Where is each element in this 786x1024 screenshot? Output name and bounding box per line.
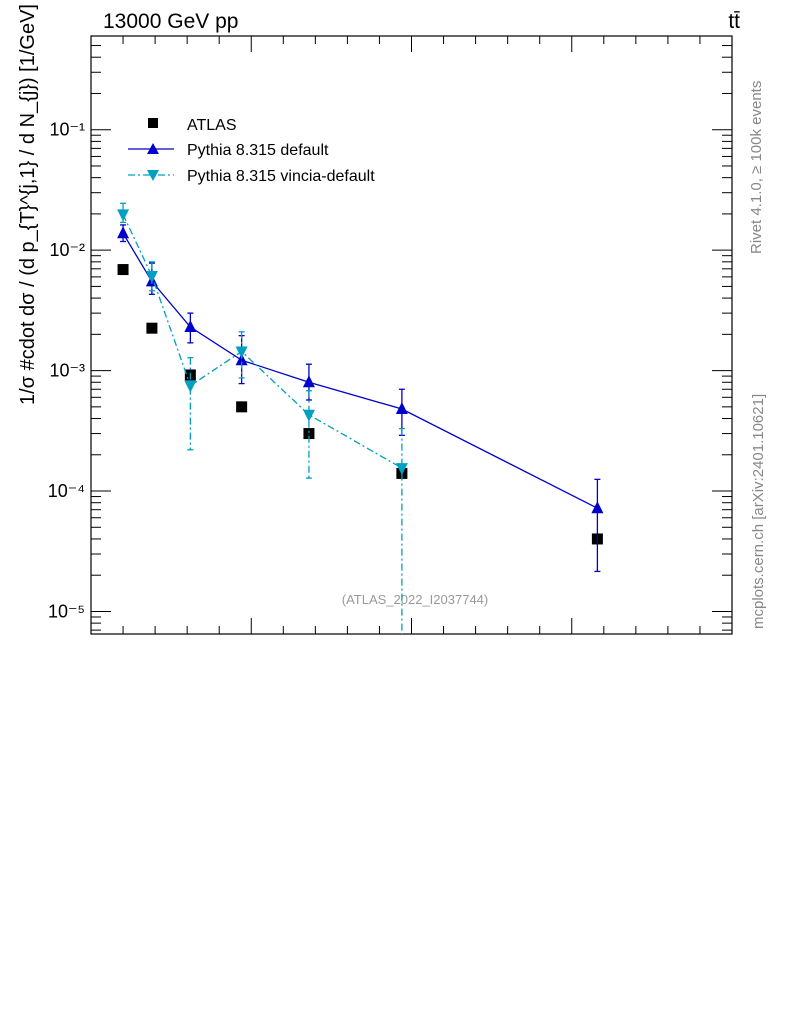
series-line [122, 214, 403, 469]
data-series [117, 202, 604, 634]
data-point [395, 463, 408, 476]
y-tick-label: 10⁻³ [49, 361, 85, 381]
y-axis-title: 1/σ #cdot dσ / (d p_{T}^{j,1} / d N_{j})… [17, 4, 39, 405]
data-point [117, 226, 130, 239]
legend-label-atlas: ATLAS [187, 117, 237, 134]
data-point [303, 428, 315, 440]
data-point [235, 346, 248, 359]
data-point [117, 264, 129, 276]
data-point [184, 380, 197, 393]
data-point [146, 322, 158, 334]
data-point [302, 375, 315, 388]
legend-marker-vincia [147, 170, 159, 181]
x-axis-ticks [90, 36, 733, 634]
rivet-version-label: Rivet 4.1.0, ≥ 100k events [748, 81, 765, 254]
data-point [184, 320, 197, 333]
y-tick-label: 10⁻⁴ [48, 481, 85, 501]
data-point [145, 271, 158, 284]
legend-marker-atlas [148, 118, 158, 128]
y-axis-ticks [91, 45, 732, 631]
data-point [236, 401, 248, 413]
y-tick-label: 10⁻¹ [49, 120, 85, 140]
y-tick-label: 10⁻² [49, 240, 85, 260]
data-point [302, 409, 315, 422]
energy-label: 13000 GeV pp [103, 10, 238, 33]
y-axis-tick-labels: 10⁻⁵ 10⁻⁴ 10⁻³ 10⁻² 10⁻¹ [48, 120, 85, 622]
mcplots-label: mcplots.cern.ch [arXiv:2401.10621] [750, 394, 767, 629]
legend-marker-default [147, 143, 159, 154]
y-tick-label: 10⁻⁵ [48, 601, 85, 621]
data-point [117, 209, 130, 222]
legend-label-vincia: Pythia 8.315 vincia-default [187, 168, 375, 185]
analysis-watermark: (ATLAS_2022_I2037744) [342, 592, 488, 607]
legend-label-default: Pythia 8.315 default [187, 142, 329, 159]
series-2 [117, 202, 408, 634]
process-label: tt̄ [728, 10, 740, 33]
legend: ATLAS Pythia 8.315 default Pythia 8.315 … [128, 117, 375, 185]
data-point [591, 501, 604, 514]
data-point [235, 353, 248, 366]
data-point [395, 401, 408, 414]
